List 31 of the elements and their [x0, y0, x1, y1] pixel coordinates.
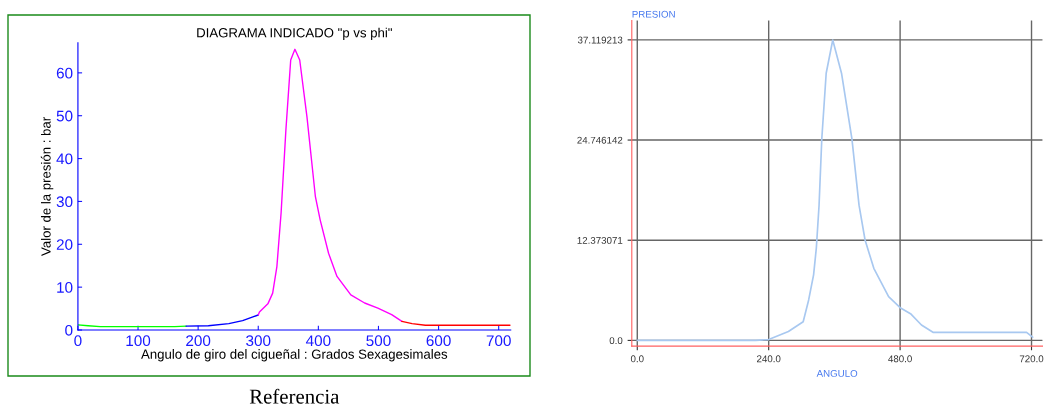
x-tick-label: 500 [366, 335, 391, 347]
x-tick-label: 720.0 [1019, 355, 1044, 363]
line-series [185, 314, 259, 327]
x-tick-label: 200 [186, 335, 211, 347]
y-tick-label: 10 [57, 282, 73, 293]
y-tick-label: 50 [56, 110, 73, 122]
x-tick-label: 240.0 [757, 355, 781, 363]
y-tick-label: 40 [56, 153, 73, 165]
x-tick-label: 0 [74, 335, 82, 347]
x-tick-label: 300 [246, 335, 271, 347]
y-tick-label: 12.373071 [577, 236, 623, 244]
x-tick-label: 100 [126, 335, 151, 347]
y-tick-label: 0 [65, 324, 73, 336]
y-tick-label: 20 [56, 239, 73, 250]
x-tick-label: 700 [486, 335, 511, 347]
y-tick-label: 30 [56, 196, 73, 208]
x-axis-title: Angulo de giro del cigueñal : Grados Sexagesimales [141, 349, 448, 362]
x-tick-label: 600 [426, 335, 451, 347]
text: Referencia [249, 388, 340, 404]
y-tick-label: 60 [56, 67, 73, 79]
y-tick-label: 24.746142 [577, 136, 623, 144]
x-axis-title: ANGULO [816, 369, 858, 377]
x-tick-label: 400 [305, 335, 331, 347]
y-axis-title: Valor de la presión : bar [40, 117, 54, 256]
x-tick-label: 480.0 [888, 355, 912, 363]
line-series [257, 48, 403, 323]
line-series [636, 39, 1034, 342]
y-axis-title: PRESION [632, 10, 675, 18]
chart-title: DIAGRAMA INDICADO "p vs phi" [197, 27, 392, 41]
y-tick-label: 37.119213 [577, 36, 623, 44]
x-tick-label: 0.0 [630, 355, 644, 363]
